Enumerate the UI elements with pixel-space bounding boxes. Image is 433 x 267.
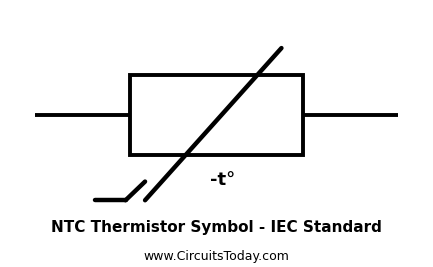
Bar xyxy=(130,75,303,155)
Text: -t°: -t° xyxy=(210,171,236,189)
Text: www.CircuitsToday.com: www.CircuitsToday.com xyxy=(144,250,289,263)
Text: NTC Thermistor Symbol - IEC Standard: NTC Thermistor Symbol - IEC Standard xyxy=(51,220,382,235)
